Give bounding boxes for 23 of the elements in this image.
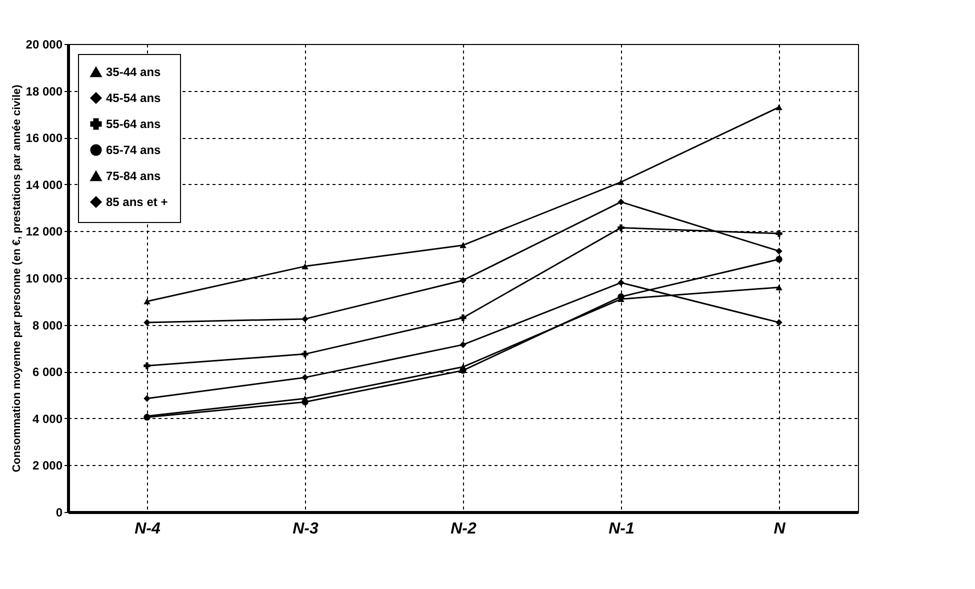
y-tick-label: 20 000 (26, 38, 63, 52)
y-tick-label: 16 000 (26, 131, 63, 146)
y-tick-label: 6 000 (32, 365, 63, 380)
legend-label: 55-64 ans (106, 117, 162, 131)
y-tick-label: 0 (56, 506, 63, 520)
legend-label: 65-74 ans (106, 143, 162, 157)
y-tick-label: 12 000 (26, 224, 63, 239)
y-tick-label: 10 000 (26, 272, 63, 286)
legend-label: 75-84 ans (106, 169, 162, 183)
y-tick-label: 4 000 (32, 412, 63, 426)
legend-label: 85 ans et + (106, 195, 168, 209)
y-tick-label: 2 000 (32, 458, 63, 473)
legend-label: 35-44 ans (106, 65, 162, 79)
y-tick-label: 18 000 (26, 84, 63, 98)
x-tick-label: N (774, 520, 786, 538)
y-tick-label: 14 000 (26, 178, 63, 192)
x-tick-label: N-2 (450, 520, 476, 538)
x-tick-label: N-4 (134, 520, 160, 538)
x-tick-label: N-3 (292, 520, 318, 538)
x-tick-label: N-1 (608, 520, 634, 538)
y-tick-label: 8 000 (32, 318, 63, 332)
legend-label: 45-54 ans (106, 91, 162, 105)
y-axis-title: Consommation moyenne par personne (en €, prestations par année civile) (10, 84, 23, 472)
